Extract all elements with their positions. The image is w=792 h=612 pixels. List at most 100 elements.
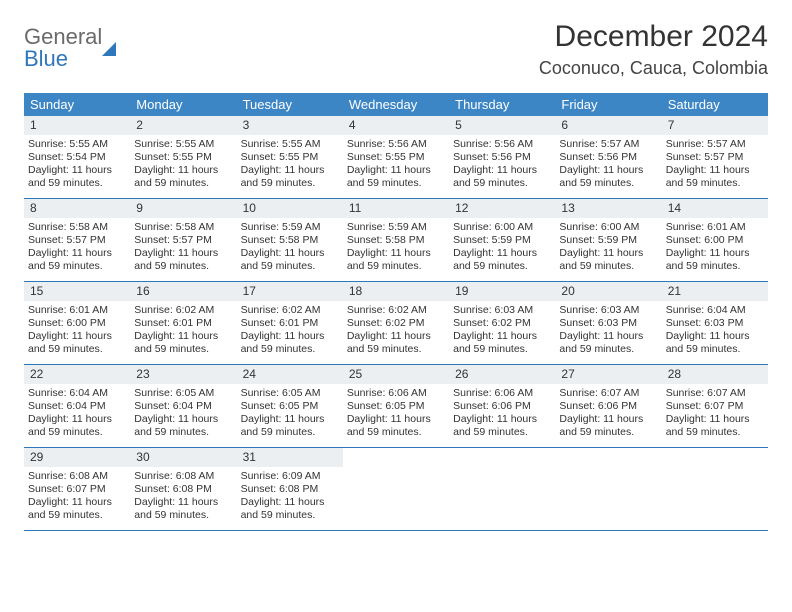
day-cell: 23Sunrise: 6:05 AMSunset: 6:04 PMDayligh… (130, 365, 236, 447)
day-number: 20 (555, 282, 661, 301)
day-cell: 5Sunrise: 5:56 AMSunset: 5:56 PMDaylight… (449, 116, 555, 198)
sunset-line: Sunset: 5:58 PM (347, 234, 445, 247)
sunrise-line: Sunrise: 6:08 AM (28, 470, 126, 483)
day-number: 10 (237, 199, 343, 218)
day-cell: 28Sunrise: 6:07 AMSunset: 6:07 PMDayligh… (662, 365, 768, 447)
day-cell: 19Sunrise: 6:03 AMSunset: 6:02 PMDayligh… (449, 282, 555, 364)
day-number: 1 (24, 116, 130, 135)
day-cell: 27 Sunrise: 6:07 AMSunset: 6:06 PMDayligh… (555, 365, 661, 447)
day-cell: 31Sunrise: 6:09 AMSunset: 6:08 PMDayligh… (237, 448, 343, 530)
day-cell: 9Sunrise: 5:58 AMSunset: 5:57 PMDaylight… (130, 199, 236, 281)
sunset-line: Sunset: 6:04 PM (28, 400, 126, 413)
sunrise-line: Sunrise: 5:56 AM (453, 138, 551, 151)
daylight-line: Daylight: 11 hours and 59 minutes. (453, 164, 551, 190)
day-cell: 13Sunrise: 6:00 AMSunset: 5:59 PMDayligh… (555, 199, 661, 281)
day-cell: 29Sunrise: 6:08 AMSunset: 6:07 PMDayligh… (24, 448, 130, 530)
sunset-line: Sunset: 6:03 PM (666, 317, 764, 330)
weekday-header: Monday (130, 93, 236, 116)
day-number: 15 (24, 282, 130, 301)
weekday-header-row: SundayMondayTuesdayWednesdayThursdayFrid… (24, 93, 768, 116)
day-number: 30 (130, 448, 236, 467)
day-cell: 16Sunrise: 6:02 AMSunset: 6:01 PMDayligh… (130, 282, 236, 364)
day-cell: 3Sunrise: 5:55 AMSunset: 5:55 PMDaylight… (237, 116, 343, 198)
day-number: 9 (130, 199, 236, 218)
sunset-line: Sunset: 6:07 PM (666, 400, 764, 413)
sunrise-line: Sunrise: 6:06 AM (347, 387, 445, 400)
sunset-line: Sunset: 5:56 PM (559, 151, 657, 164)
logo-text-stack: General Blue (24, 26, 102, 70)
day-number: 29 (24, 448, 130, 467)
day-number: 27 (555, 365, 661, 384)
day-cell: 30Sunrise: 6:08 AMSunset: 6:08 PMDayligh… (130, 448, 236, 530)
sunrise-line: Sunrise: 6:02 AM (241, 304, 339, 317)
day-cell: 20Sunrise: 6:03 AMSunset: 6:03 PMDayligh… (555, 282, 661, 364)
sunrise-line: Sunrise: 6:05 AM (241, 387, 339, 400)
day-cell: 17Sunrise: 6:02 AMSunset: 6:01 PMDayligh… (237, 282, 343, 364)
day-cell: 6Sunrise: 5:57 AMSunset: 5:56 PMDaylight… (555, 116, 661, 198)
sunset-line: Sunset: 5:56 PM (453, 151, 551, 164)
daylight-line: Daylight: 11 hours and 59 minutes. (559, 413, 657, 439)
day-cell: 4Sunrise: 5:56 AMSunset: 5:55 PMDaylight… (343, 116, 449, 198)
week-row: 15Sunrise: 6:01 AMSunset: 6:00 PMDayligh… (24, 282, 768, 365)
daylight-line: Daylight: 11 hours and 59 minutes. (241, 330, 339, 356)
sunrise-line: Sunrise: 5:57 AM (666, 138, 764, 151)
day-number: 13 (555, 199, 661, 218)
month-title: December 2024 (539, 20, 768, 54)
sunset-line: Sunset: 5:55 PM (134, 151, 232, 164)
day-number: 11 (343, 199, 449, 218)
sunrise-line: Sunrise: 5:59 AM (241, 221, 339, 234)
week-row: 22Sunrise: 6:04 AMSunset: 6:04 PMDayligh… (24, 365, 768, 448)
sunrise-line: Sunrise: 5:59 AM (347, 221, 445, 234)
sunset-line: Sunset: 6:06 PM (559, 400, 657, 413)
empty-cell (555, 448, 661, 530)
sunrise-line: Sunrise: 5:55 AM (241, 138, 339, 151)
sunrise-line: Sunrise: 6:03 AM (453, 304, 551, 317)
day-cell: 8Sunrise: 5:58 AMSunset: 5:57 PMDaylight… (24, 199, 130, 281)
sunset-line: Sunset: 6:05 PM (347, 400, 445, 413)
daylight-line: Daylight: 11 hours and 59 minutes. (453, 330, 551, 356)
sunrise-line: Sunrise: 6:07 AM (559, 387, 657, 400)
week-row: 8Sunrise: 5:58 AMSunset: 5:57 PMDaylight… (24, 199, 768, 282)
sunset-line: Sunset: 5:58 PM (241, 234, 339, 247)
day-number: 3 (237, 116, 343, 135)
daylight-line: Daylight: 11 hours and 59 minutes. (666, 247, 764, 273)
day-cell: 14 Sunrise: 6:01 AMSunset: 6:00 PMDayligh… (662, 199, 768, 281)
sunset-line: Sunset: 6:00 PM (666, 234, 764, 247)
sunrise-line: Sunrise: 5:56 AM (347, 138, 445, 151)
daylight-line: Daylight: 11 hours and 59 minutes. (134, 247, 232, 273)
daylight-line: Daylight: 11 hours and 59 minutes. (28, 247, 126, 273)
day-number: 14 (662, 199, 768, 218)
daylight-line: Daylight: 11 hours and 59 minutes. (347, 247, 445, 273)
daylight-line: Daylight: 11 hours and 59 minutes. (134, 496, 232, 522)
daylight-line: Daylight: 11 hours and 59 minutes. (453, 247, 551, 273)
day-number: 16 (130, 282, 236, 301)
day-number: 28 (662, 365, 768, 384)
sunset-line: Sunset: 6:01 PM (241, 317, 339, 330)
day-number: 25 (343, 365, 449, 384)
daylight-line: Daylight: 11 hours and 59 minutes. (28, 164, 126, 190)
sunset-line: Sunset: 5:57 PM (28, 234, 126, 247)
week-row: 29Sunrise: 6:08 AMSunset: 6:07 PMDayligh… (24, 448, 768, 531)
day-cell: 7Sunrise: 5:57 AMSunset: 5:57 PMDaylight… (662, 116, 768, 198)
sunset-line: Sunset: 6:04 PM (134, 400, 232, 413)
sunrise-line: Sunrise: 6:02 AM (134, 304, 232, 317)
sunrise-line: Sunrise: 6:00 AM (559, 221, 657, 234)
day-number: 4 (343, 116, 449, 135)
sunset-line: Sunset: 6:08 PM (134, 483, 232, 496)
brand-logo: General Blue (24, 20, 116, 70)
sunrise-line: Sunrise: 6:01 AM (666, 221, 764, 234)
sunrise-line: Sunrise: 5:55 AM (134, 138, 232, 151)
day-number: 26 (449, 365, 555, 384)
week-row: 1Sunrise: 5:55 AMSunset: 5:54 PMDaylight… (24, 116, 768, 199)
day-number: 23 (130, 365, 236, 384)
day-cell: 1Sunrise: 5:55 AMSunset: 5:54 PMDaylight… (24, 116, 130, 198)
weekday-header: Wednesday (343, 93, 449, 116)
sunset-line: Sunset: 6:03 PM (559, 317, 657, 330)
daylight-line: Daylight: 11 hours and 59 minutes. (347, 330, 445, 356)
sunrise-line: Sunrise: 5:55 AM (28, 138, 126, 151)
day-number: 7 (662, 116, 768, 135)
day-cell: 15Sunrise: 6:01 AMSunset: 6:00 PMDayligh… (24, 282, 130, 364)
daylight-line: Daylight: 11 hours and 59 minutes. (28, 413, 126, 439)
sunset-line: Sunset: 6:02 PM (453, 317, 551, 330)
sunset-line: Sunset: 5:59 PM (453, 234, 551, 247)
